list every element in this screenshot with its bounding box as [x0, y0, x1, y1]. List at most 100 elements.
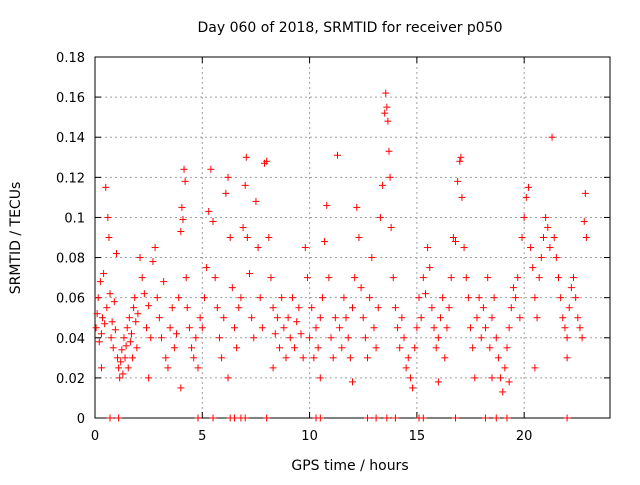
data-point — [344, 334, 352, 342]
data-point — [109, 344, 117, 352]
data-point — [143, 324, 150, 332]
data-point — [265, 234, 273, 241]
data-point — [105, 234, 113, 241]
data-point — [276, 344, 284, 352]
data-point — [230, 324, 238, 332]
data-point — [103, 304, 111, 312]
data-point — [140, 290, 148, 298]
data-point — [170, 344, 178, 352]
data-point — [316, 314, 324, 322]
data-point — [499, 388, 507, 396]
data-point — [233, 344, 241, 352]
data-point — [235, 304, 243, 312]
data-point — [561, 324, 569, 332]
data-point — [203, 264, 211, 272]
data-point — [267, 274, 275, 282]
data-point — [458, 193, 466, 201]
data-point — [242, 153, 250, 161]
data-point — [539, 234, 547, 241]
data-point — [386, 173, 394, 181]
x-tick-label: 20 — [516, 429, 533, 444]
y-tick-label: 0.18 — [56, 51, 85, 66]
data-point — [115, 364, 123, 372]
data-point — [224, 374, 232, 382]
data-point-zero — [391, 414, 399, 422]
data-point — [535, 274, 543, 282]
x-tick-label: 15 — [409, 429, 426, 444]
data-point — [312, 324, 320, 332]
data-point — [124, 364, 132, 372]
data-point — [447, 274, 455, 282]
point-layer — [92, 89, 590, 422]
data-point — [237, 294, 245, 302]
data-point — [426, 264, 434, 272]
data-point — [518, 234, 526, 241]
data-point — [351, 274, 359, 282]
data-point — [522, 193, 530, 201]
data-point — [368, 254, 376, 262]
data-point — [222, 189, 230, 197]
data-point — [164, 364, 172, 372]
data-point — [273, 314, 281, 322]
data-point — [288, 294, 296, 302]
data-point — [94, 294, 102, 302]
data-point — [145, 374, 153, 382]
data-point — [398, 314, 406, 322]
data-point-zero — [419, 414, 427, 422]
data-point — [531, 364, 539, 372]
y-tick-label: 0.02 — [56, 372, 85, 387]
data-point — [550, 234, 558, 241]
data-point — [92, 324, 100, 332]
data-point — [116, 374, 124, 382]
data-point — [555, 274, 562, 282]
data-point — [166, 324, 174, 332]
data-point — [572, 294, 580, 302]
data-point — [207, 165, 215, 173]
data-point — [331, 314, 339, 322]
data-point — [419, 274, 427, 282]
data-point — [576, 324, 584, 332]
data-point — [544, 223, 552, 231]
data-point — [383, 103, 391, 111]
data-point — [101, 320, 109, 328]
data-point — [106, 290, 114, 298]
data-point-zero — [263, 414, 271, 422]
data-point — [391, 304, 399, 312]
data-point — [486, 344, 494, 352]
data-point — [482, 324, 490, 332]
data-point — [529, 264, 537, 272]
data-point — [449, 234, 457, 241]
data-point — [329, 354, 337, 362]
data-point — [303, 274, 311, 282]
data-point — [411, 344, 419, 352]
data-point — [177, 227, 185, 235]
data-point — [246, 270, 253, 278]
data-point — [479, 304, 487, 312]
data-point — [488, 374, 496, 382]
data-point-zero — [503, 414, 511, 422]
data-point — [185, 324, 193, 332]
data-point — [177, 384, 185, 392]
tick-layer: 0 0.02 0.04 0.06 0.08 0.1 0.12 0.14 0.16 0.18 0 5 10… — [56, 51, 610, 444]
x-tick-label: 5 — [198, 429, 206, 444]
data-point — [118, 346, 126, 354]
data-point — [581, 189, 589, 197]
data-point — [192, 334, 200, 342]
data-point — [338, 344, 346, 352]
data-point — [196, 314, 204, 322]
data-point — [563, 334, 571, 342]
data-point — [107, 334, 115, 342]
data-point — [421, 290, 429, 298]
data-point-zero — [452, 414, 459, 422]
data-point — [175, 294, 183, 302]
data-point — [239, 223, 247, 231]
data-point — [404, 354, 412, 362]
data-point — [552, 254, 560, 262]
data-point — [310, 354, 318, 362]
data-point — [269, 304, 277, 312]
data-point — [563, 354, 571, 362]
data-point — [248, 314, 256, 322]
data-point — [282, 354, 290, 362]
data-point — [382, 89, 390, 97]
